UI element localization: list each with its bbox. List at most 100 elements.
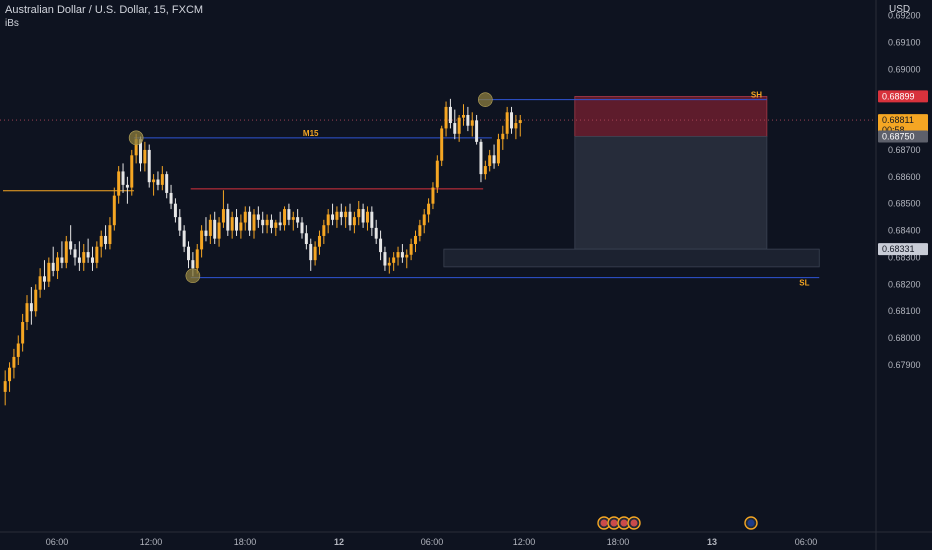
y-tick-label: 0.69200 — [888, 11, 921, 21]
us-event-icon-inner — [610, 519, 618, 527]
candle-body — [230, 217, 234, 231]
candle-body — [213, 219, 217, 239]
candle-body — [357, 209, 361, 218]
candle-body — [3, 381, 7, 392]
candle-body — [8, 367, 12, 382]
candle-body — [125, 184, 129, 188]
y-tick-label: 0.68000 — [888, 333, 921, 343]
candle-body — [77, 257, 81, 263]
candle-body — [444, 106, 448, 129]
candle-body — [143, 149, 147, 164]
candle-body — [138, 139, 142, 164]
y-tick-label: 0.68700 — [888, 145, 921, 155]
candle-body — [104, 235, 108, 245]
candle-body — [466, 114, 470, 126]
candle-body — [130, 155, 134, 188]
candle-body — [112, 195, 116, 226]
stop-zone — [574, 96, 768, 137]
candle-body — [422, 214, 426, 226]
candle-body — [261, 219, 265, 226]
candle-body — [405, 254, 409, 258]
candle-body — [73, 249, 77, 258]
candle-body — [317, 235, 321, 247]
candle-body — [243, 211, 247, 223]
candle-body — [160, 174, 164, 185]
price-label-box — [878, 90, 928, 103]
candle-body — [309, 244, 313, 261]
candle-body — [56, 257, 60, 271]
candle-body — [156, 179, 160, 185]
us-event-icon-inner — [600, 519, 608, 527]
price-label: 0.68811 — [882, 115, 914, 125]
candle-body — [60, 257, 64, 263]
level-label-m15: M15 — [303, 129, 319, 138]
candle-body — [457, 117, 461, 134]
candle-body — [322, 225, 326, 236]
x-tick-label: 06:00 — [46, 537, 69, 547]
price-label: 0.68899 — [882, 91, 915, 101]
candle-body — [313, 246, 317, 261]
candle-body — [239, 222, 243, 231]
candle-body — [291, 217, 295, 220]
candle-body — [64, 241, 68, 263]
candle-body — [195, 249, 199, 269]
candle-body — [379, 238, 383, 253]
chart-title: Australian Dollar / U.S. Dollar, 15, FXC… — [5, 4, 204, 16]
candle-body — [173, 203, 177, 218]
y-tick-label: 0.68600 — [888, 172, 921, 182]
candle-body — [34, 289, 38, 312]
target-zone — [574, 136, 768, 250]
candle-body — [269, 219, 273, 228]
candle-body — [235, 217, 239, 231]
candle-body — [221, 209, 225, 223]
candle-body — [370, 211, 374, 228]
candle-body — [95, 246, 99, 263]
candle-body — [365, 211, 369, 223]
candle-body — [187, 246, 191, 261]
candle-body — [462, 114, 466, 118]
candle-body — [344, 211, 348, 218]
candle-body — [121, 171, 125, 185]
candle-body — [274, 222, 278, 228]
candle-body — [453, 123, 457, 134]
candle-body — [470, 120, 474, 126]
candle-body — [191, 260, 195, 269]
candle-body — [514, 123, 518, 129]
candle-body — [256, 214, 260, 220]
candle-body — [69, 241, 73, 250]
x-tick-label: 12:00 — [140, 537, 163, 547]
candle-body — [518, 120, 522, 124]
candle-body — [296, 217, 300, 223]
x-tick-label: 06:00 — [421, 537, 444, 547]
y-tick-label: 0.68100 — [888, 306, 921, 316]
candle-body — [287, 209, 291, 220]
candle-body — [335, 211, 339, 220]
candle-body — [488, 155, 492, 167]
candle-body — [387, 262, 391, 266]
candle-body — [178, 217, 182, 231]
level-label-sh: SH — [751, 91, 762, 100]
candle-body — [16, 343, 20, 357]
candle-body — [42, 276, 46, 282]
candle-body — [134, 139, 138, 156]
indicator-label[interactable]: iBs — [5, 18, 19, 29]
x-tick-label: 06:00 — [795, 537, 818, 547]
y-tick-label: 0.69100 — [888, 37, 921, 47]
candle-body — [21, 321, 25, 344]
x-tick-label: 18:00 — [234, 537, 257, 547]
candle-body — [492, 155, 496, 164]
candle-body — [208, 219, 212, 236]
x-tick-label: 12:00 — [513, 537, 536, 547]
swing-marker — [185, 268, 201, 284]
currency-label: USD — [889, 4, 911, 15]
candle-body — [51, 262, 55, 271]
candle-body — [435, 160, 439, 188]
candle-body — [99, 235, 103, 247]
candle-body — [479, 141, 483, 175]
candle-body — [483, 166, 487, 175]
candle-body — [392, 257, 396, 263]
candle-body — [440, 128, 444, 161]
candle-body — [278, 222, 282, 226]
candle-body — [505, 112, 509, 134]
